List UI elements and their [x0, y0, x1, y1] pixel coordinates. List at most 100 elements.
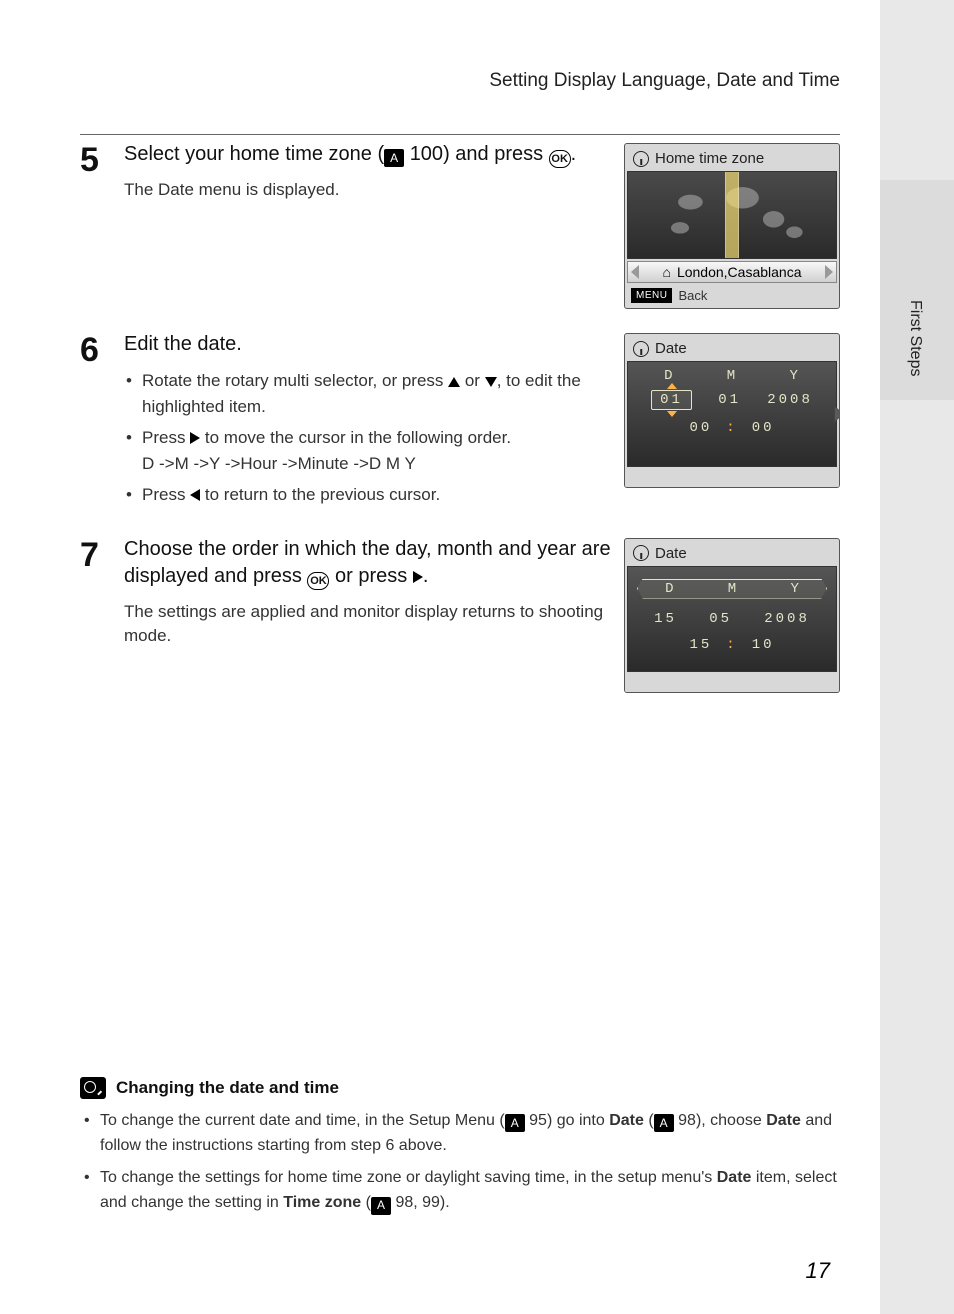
- step-5-title-b: ) and press: [443, 143, 549, 165]
- n2bold2: Time zone: [283, 1194, 361, 1211]
- n2c: (: [361, 1194, 371, 1211]
- date1-body: D M Y 01 01 2008 00 : 00: [627, 361, 837, 467]
- menu-badge: MENU: [631, 288, 672, 303]
- m-label: M: [727, 368, 737, 384]
- step-6-number: 6: [80, 331, 106, 514]
- page-ref-icon: A: [505, 1114, 525, 1132]
- b2b: to move the cursor in the following orde…: [200, 428, 511, 447]
- step-6-b1: Rotate the rotary multi selector, or pre…: [142, 368, 614, 419]
- date2-body: D M Y 15 05 2008 15 : 10: [627, 566, 837, 672]
- month-value: 05: [709, 611, 732, 627]
- step-5-title-a: Select your home time zone (: [124, 143, 384, 165]
- home-icon: ⌂: [662, 264, 670, 280]
- screen-home-title-text: Home time zone: [655, 150, 764, 167]
- note-item-2: To change the settings for home time zon…: [100, 1166, 840, 1216]
- dmy-order-highlighted: D M Y: [637, 579, 827, 599]
- page-ref-icon: A: [384, 149, 404, 167]
- colon: :: [726, 637, 737, 653]
- hour-value: 15: [689, 637, 712, 653]
- n1d: ), choose: [696, 1112, 766, 1129]
- screen-home-timezone: Home time zone ⌂ London,Casablanca MENU …: [624, 143, 840, 309]
- left-triangle-icon: [190, 489, 200, 501]
- screen-home-title: Home time zone: [625, 144, 839, 171]
- n1r2: 98: [678, 1112, 696, 1129]
- note-pencil-icon: [80, 1077, 106, 1099]
- step-5: 5 Select your home time zone (A 100) and…: [80, 141, 840, 309]
- step-5-ref: 100: [410, 143, 443, 165]
- colon: :: [726, 420, 737, 436]
- screen-footer: [625, 469, 839, 487]
- step-6-title: Edit the date.: [124, 331, 614, 358]
- section-header: Setting Display Language, Date and Time: [80, 70, 840, 104]
- step-5-number: 5: [80, 141, 106, 202]
- b2-order: D ->M ->Y ->Hour ->Minute ->D M Y: [142, 454, 416, 473]
- note-title: Changing the date and time: [116, 1078, 339, 1098]
- note-title-row: Changing the date and time: [80, 1077, 840, 1099]
- n1bold2: Date: [766, 1112, 801, 1129]
- clock-icon: [633, 545, 649, 561]
- step-5-title: Select your home time zone (A 100) and p…: [124, 141, 614, 168]
- n2a: To change the settings for home time zon…: [100, 1169, 717, 1186]
- d-label: D: [665, 581, 673, 597]
- chevron-right-icon: [825, 265, 833, 279]
- day-value: 15: [654, 611, 677, 627]
- right-triangle-icon: [413, 571, 423, 583]
- s7b: or press: [329, 565, 412, 587]
- n1a: To change the current date and time, in …: [100, 1112, 505, 1129]
- day-value-highlighted: 01: [651, 390, 692, 410]
- up-triangle-icon: [448, 377, 460, 387]
- b3b: to return to the previous cursor.: [200, 485, 440, 504]
- b1a: Rotate the rotary multi selector, or pre…: [142, 371, 448, 390]
- date1-title-text: Date: [655, 340, 687, 357]
- world-map: [627, 171, 837, 259]
- step-7-number: 7: [80, 536, 106, 648]
- clock-icon: [633, 341, 649, 357]
- timezone-highlight: [725, 172, 739, 258]
- m-label: M: [728, 581, 736, 597]
- n2d: ).: [440, 1194, 450, 1211]
- n1bold1: Date: [609, 1112, 644, 1129]
- note-list: To change the current date and time, in …: [80, 1109, 840, 1216]
- ok-button-icon: OK: [307, 572, 329, 590]
- n2bold1: Date: [717, 1169, 752, 1186]
- screen-date-1: Date D M Y 01 01 2008 00 : 00: [624, 333, 840, 488]
- step-5-sub: The Date menu is displayed.: [124, 178, 614, 202]
- month-value: 01: [718, 392, 741, 408]
- screen-footer: [625, 674, 839, 692]
- step-6-b3: Press to return to the previous cursor.: [142, 482, 614, 508]
- n2ref: 98, 99: [395, 1194, 439, 1211]
- minute-value: 10: [752, 637, 775, 653]
- back-label: Back: [678, 288, 707, 303]
- step-7-title: Choose the order in which the day, month…: [124, 536, 614, 590]
- year-value: 2008: [767, 392, 813, 408]
- n1r1: 95: [529, 1112, 547, 1129]
- clock-icon: [633, 151, 649, 167]
- step-5-title-c: .: [571, 143, 577, 165]
- step-6-b2: Press to move the cursor in the followin…: [142, 425, 614, 476]
- page-ref-icon: A: [654, 1114, 674, 1132]
- date2-title-text: Date: [655, 545, 687, 562]
- b2a: Press: [142, 428, 190, 447]
- menu-back: MENU Back: [625, 285, 839, 308]
- s7c: .: [423, 565, 429, 587]
- note-item-1: To change the current date and time, in …: [100, 1109, 840, 1159]
- location-bar: ⌂ London,Casablanca: [627, 261, 837, 283]
- step-7-sub: The settings are applied and monitor dis…: [124, 600, 614, 648]
- minute-value: 00: [752, 420, 775, 436]
- step-6-bullets: Rotate the rotary multi selector, or pre…: [124, 368, 614, 508]
- b3a: Press: [142, 485, 190, 504]
- page-number: 17: [806, 1258, 830, 1284]
- page-ref-icon: A: [371, 1197, 391, 1215]
- n1c: (: [644, 1112, 654, 1129]
- next-arrow-icon: [834, 405, 840, 423]
- year-value: 2008: [764, 611, 810, 627]
- screen-date2-title: Date: [625, 539, 839, 566]
- y-label: Y: [789, 368, 799, 384]
- header-rule: [80, 134, 840, 135]
- n1b: ) go into: [547, 1112, 609, 1129]
- step-7: 7 Choose the order in which the day, mon…: [80, 536, 840, 693]
- y-label: Y: [790, 581, 798, 597]
- down-triangle-icon: [485, 377, 497, 387]
- page: Setting Display Language, Date and Time …: [0, 0, 880, 1314]
- chevron-left-icon: [631, 265, 639, 279]
